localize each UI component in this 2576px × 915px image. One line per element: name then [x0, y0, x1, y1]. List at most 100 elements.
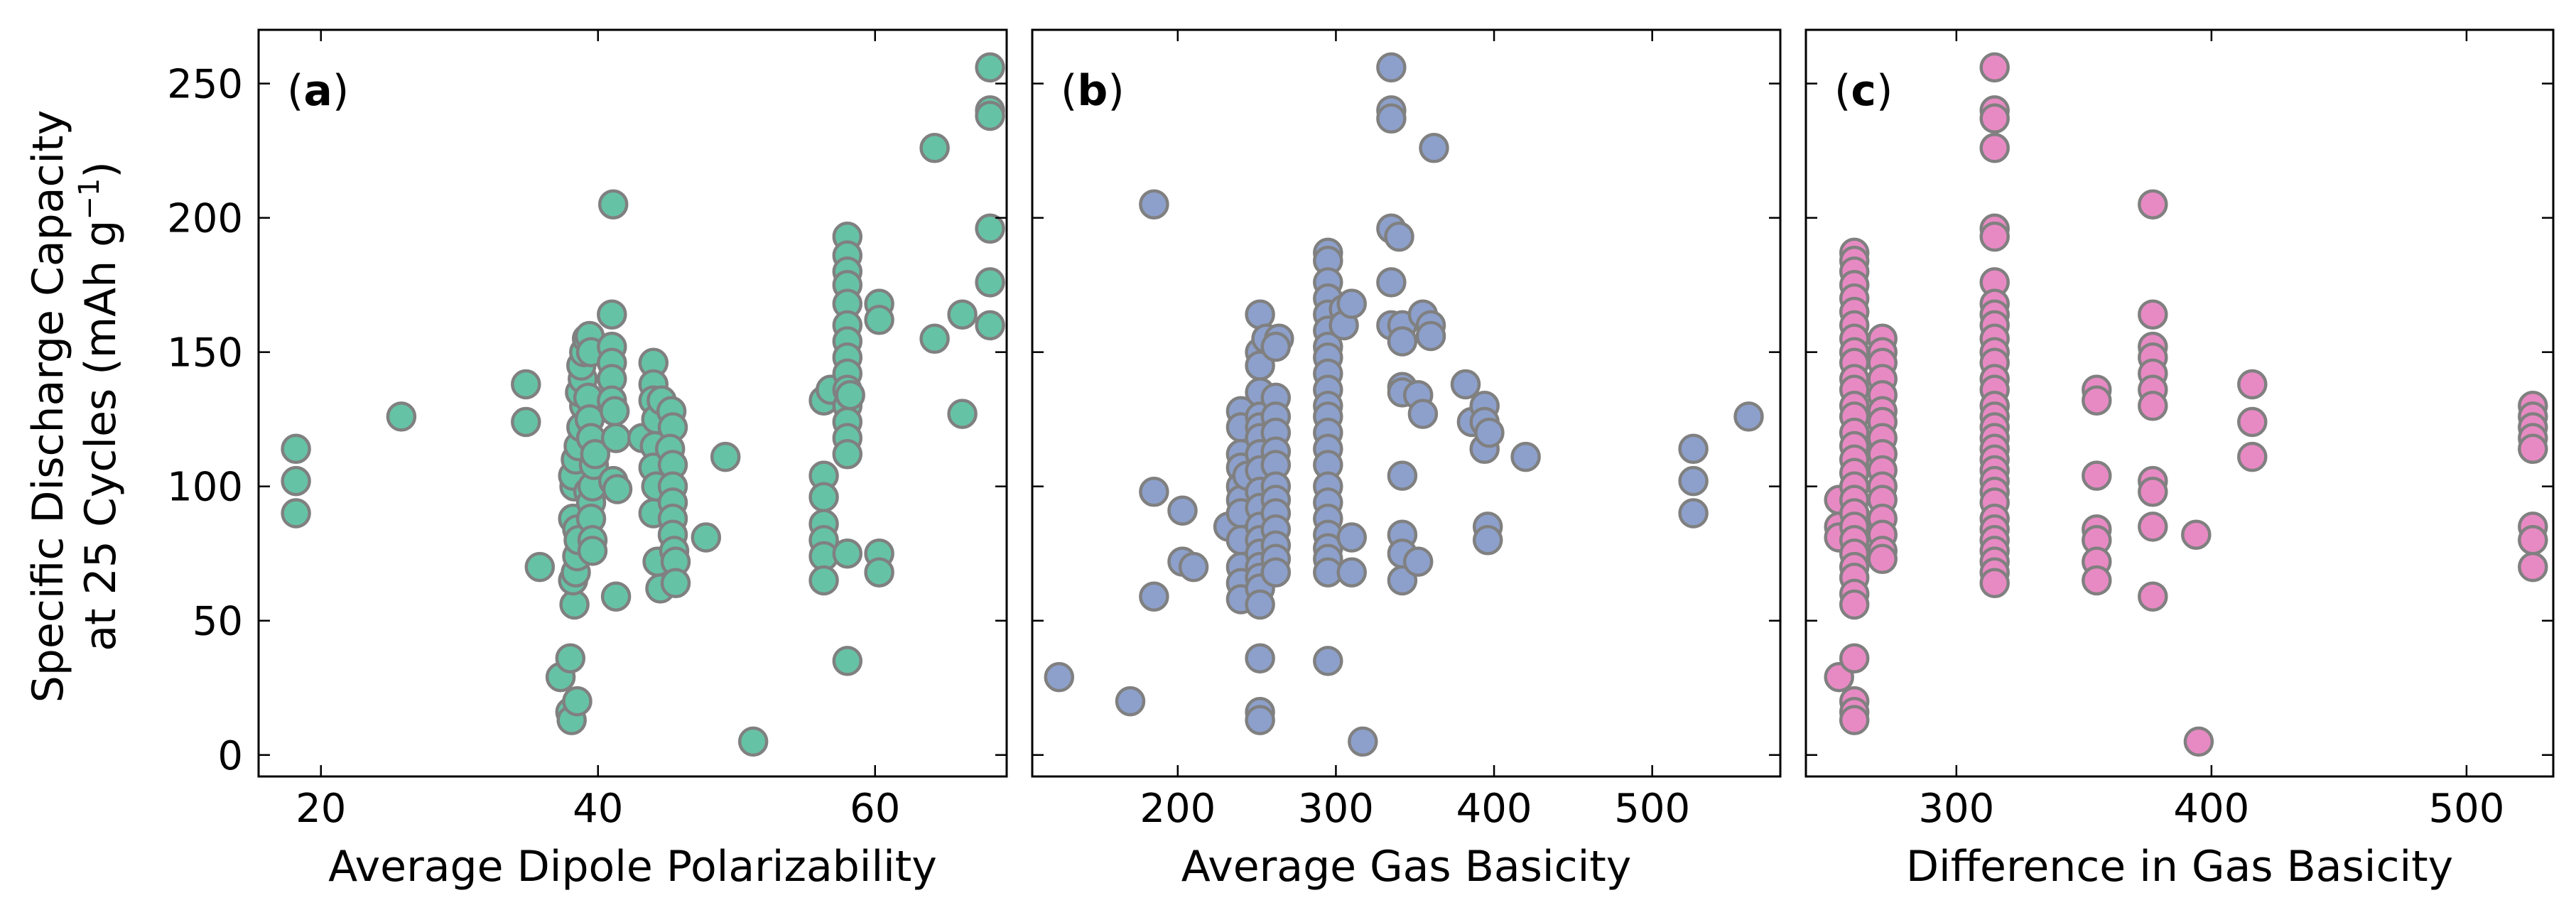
y-tick-label: 200: [167, 196, 243, 242]
data-point: [580, 439, 611, 470]
data-point: [975, 100, 1005, 131]
data-point: [386, 401, 417, 432]
x-axis-label-a: Average Dipole Polarizability: [328, 842, 937, 892]
data-point: [1474, 417, 1505, 448]
data-point: [1510, 441, 1541, 472]
data-point: [808, 482, 839, 513]
data-point: [1245, 705, 1275, 735]
data-point: [1979, 568, 2010, 599]
data-point: [691, 522, 722, 553]
data-point: [600, 423, 632, 453]
axes-frame-b: [1031, 28, 1782, 778]
y-axis-label-line2: at 25 Cycles (mAh g−1): [73, 161, 126, 651]
data-point: [555, 643, 586, 673]
data-point: [1415, 320, 1446, 352]
x-tick-label: 300: [1918, 786, 1994, 832]
data-point: [864, 305, 894, 335]
panel-c: 300 400 500 Difference in Gas Basicity (c): [1804, 28, 2555, 892]
y-axis-label-line1: Specific Discharge Capacity: [23, 110, 73, 703]
data-point: [1260, 331, 1292, 362]
data-point: [975, 310, 1005, 341]
y-tick-label: 100: [167, 465, 243, 511]
y-tick-label: 50: [193, 599, 243, 645]
x-tick-label: 200: [1140, 786, 1216, 832]
data-point: [2138, 189, 2168, 220]
x-tick-label: 500: [2428, 786, 2504, 832]
y-tick-label: 250: [167, 62, 243, 108]
data-point: [1678, 433, 1709, 465]
data-point: [1044, 661, 1075, 693]
data-point: [808, 565, 839, 596]
data-point: [1167, 495, 1198, 526]
data-point: [1839, 705, 1870, 735]
data-point: [1336, 557, 1367, 588]
data-point: [832, 646, 863, 676]
data-point: [1139, 189, 1169, 220]
data-point: [597, 299, 627, 330]
x-axis-label-c: Difference in Gas Basicity: [1906, 842, 2453, 892]
data-point: [511, 369, 541, 400]
data-point: [1313, 646, 1343, 676]
x-tick-label: 400: [1456, 786, 1532, 832]
data-point: [524, 551, 556, 583]
data-point: [832, 439, 863, 470]
x-tick-label: 40: [573, 786, 623, 832]
data-point: [1419, 133, 1449, 163]
data-point: [1384, 221, 1414, 252]
data-point: [281, 465, 311, 497]
panel-a: 20 40 60 0 50 100 150 200 250 Average Dipole Pola…: [167, 28, 1008, 892]
y-tick-label: 150: [167, 330, 243, 377]
data-point: [562, 686, 592, 717]
data-point: [2082, 385, 2112, 416]
data-point: [2138, 299, 2168, 330]
y-axis-label: Specific Discharge Capacity at 25 Cycles…: [23, 110, 126, 703]
data-point: [1336, 288, 1367, 319]
y-tick-label: 0: [217, 733, 243, 779]
data-point: [2138, 477, 2168, 507]
data-point: [511, 406, 541, 438]
data-point: [2518, 551, 2548, 583]
data-point: [602, 474, 633, 504]
x-tick-label: 20: [296, 786, 346, 832]
data-point: [1139, 477, 1169, 507]
data-point: [2138, 511, 2168, 542]
x-tick-label: 500: [1614, 786, 1690, 832]
x-axis-label-b: Average Gas Basicity: [1181, 842, 1632, 892]
data-point: [1336, 522, 1367, 553]
data-point: [835, 379, 865, 411]
data-point: [1387, 326, 1418, 357]
data-point: [975, 267, 1005, 298]
data-point: [1387, 460, 1418, 491]
x-tick-label: 400: [2173, 786, 2249, 832]
data-point: [2082, 565, 2112, 596]
x-tick-label: 300: [1298, 786, 1374, 832]
data-point: [577, 536, 608, 566]
panel-label-a: (a): [287, 66, 349, 116]
data-point: [919, 323, 950, 354]
data-point: [1867, 543, 1898, 575]
x-tick-label: 60: [850, 786, 900, 832]
data-point: [1376, 103, 1407, 134]
data-point: [1178, 551, 1209, 583]
data-point: [600, 581, 632, 612]
data-point: [1678, 498, 1709, 529]
data-point: [975, 213, 1005, 244]
data-point: [1376, 267, 1407, 298]
data-point: [1402, 546, 1434, 577]
data-point: [599, 396, 630, 427]
panel-label-c: (c): [1834, 66, 1893, 116]
data-point: [947, 299, 978, 330]
panel-b: 200 300 400 500 Average Gas Basicity (b): [1031, 28, 1782, 892]
data-point: [2138, 581, 2168, 612]
points-b: [1044, 52, 1764, 757]
data-point: [597, 189, 629, 220]
data-point: [2237, 406, 2268, 438]
data-point: [1979, 221, 2010, 252]
points-a: [281, 52, 1005, 757]
data-point: [2237, 441, 2268, 472]
data-point: [1245, 299, 1275, 330]
data-point: [832, 538, 863, 569]
data-point: [1245, 589, 1275, 620]
panel-label-b: (b): [1061, 66, 1125, 116]
